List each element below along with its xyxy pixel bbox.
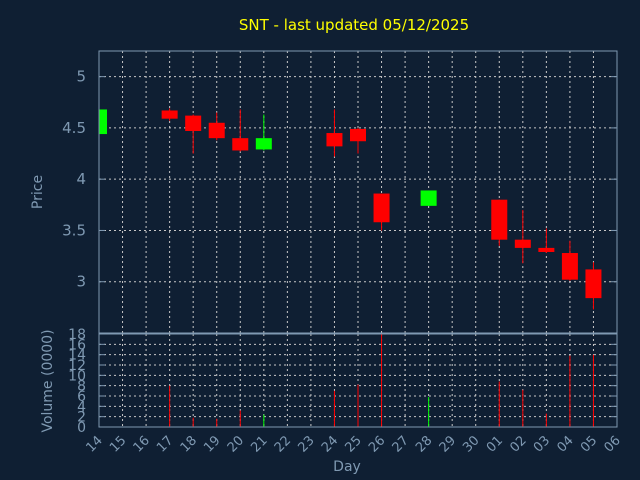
candle-body: [99, 109, 107, 135]
candle-20: [232, 109, 249, 152]
candle-body: [514, 239, 531, 248]
candle-body: [208, 122, 225, 139]
volume-tick-label: 2: [77, 410, 86, 426]
x-tick-label: 28: [413, 433, 435, 455]
x-tick-label: 17: [154, 433, 176, 455]
volume-frame: [98, 333, 618, 428]
candle-body: [585, 269, 602, 299]
candle-25: [350, 127, 366, 154]
candle-body: [561, 253, 578, 280]
volume-axis-label: Volume (0000): [40, 329, 56, 432]
volume-tick-label: 18: [68, 327, 86, 343]
volume-tick-label: 6: [77, 389, 86, 405]
x-tick-label: 24: [319, 433, 341, 455]
x-tick-label: 22: [272, 433, 294, 455]
candle-24: [326, 109, 343, 157]
candle-17: [161, 108, 178, 121]
volume-tick-label: 0: [77, 420, 86, 436]
price-tick-label: 3.5: [62, 221, 86, 239]
x-tick-label: 04: [554, 433, 576, 455]
price-axis-label: Price: [30, 175, 46, 209]
x-tick-label: 06: [602, 433, 624, 455]
candle-04: [561, 240, 578, 281]
x-tick-label: 25: [343, 433, 365, 455]
candle-body: [538, 247, 555, 252]
candle-28: [420, 190, 437, 206]
x-tick-label: 14: [84, 433, 106, 455]
x-tick-label: 26: [366, 433, 388, 455]
volume-tick-label: 12: [68, 358, 86, 374]
candle-21: [255, 114, 272, 151]
volume-tick-label: 14: [68, 348, 86, 364]
candle-01: [491, 199, 508, 246]
candle-19: [208, 112, 225, 141]
candle-body: [232, 138, 249, 151]
x-tick-label: 01: [484, 433, 506, 455]
x-axis-label: Day: [333, 459, 361, 475]
candle-03: [538, 228, 555, 254]
candle-14: [98, 109, 107, 136]
price-frame: [98, 50, 618, 334]
x-tick-label: 20: [225, 433, 247, 455]
price-tick-label: 5: [76, 68, 86, 86]
volume-tick-label: 8: [77, 379, 86, 395]
x-tick-label: 27: [390, 433, 412, 455]
volume-tick-label: 4: [77, 399, 86, 415]
candle-26: [373, 193, 390, 231]
candlesticks: [98, 108, 602, 310]
candle-05: [585, 262, 602, 310]
x-tick-label: 19: [201, 433, 223, 455]
candle-body: [420, 190, 437, 206]
x-tick-label: 30: [460, 433, 482, 455]
chart-title: SNT - last updated 05/12/2025: [239, 16, 469, 34]
x-tick-label: 15: [107, 433, 129, 455]
x-tick-label: 23: [295, 433, 317, 455]
candle-body: [350, 128, 366, 142]
volume-tick-label: 16: [68, 337, 86, 353]
price-tick-label: 4: [76, 170, 86, 188]
price-tick-label: 4.5: [62, 119, 86, 137]
x-tick-label: 02: [507, 433, 529, 455]
price-y-ticks: 3 3.5 4 4.5 5: [62, 68, 617, 291]
volume-tick-label: 10: [68, 368, 86, 384]
candle-02: [514, 209, 531, 264]
candle-body: [255, 138, 272, 150]
x-tick-label: 29: [437, 433, 459, 455]
volume-bars: [169, 334, 594, 427]
candle-body: [326, 133, 343, 147]
x-tick-label: 21: [248, 433, 270, 455]
price-grid: [98, 51, 618, 333]
x-tick-label: 05: [578, 433, 600, 455]
x-tick-label: 03: [531, 433, 553, 455]
candle-body: [161, 110, 178, 119]
candle-body: [373, 193, 390, 223]
candle-body: [185, 115, 202, 131]
x-tick-label: 18: [178, 433, 200, 455]
price-tick-label: 3: [76, 273, 86, 291]
candle-body: [491, 199, 508, 240]
candle-18: [185, 114, 202, 154]
price-panel: 3 3.5 4 4.5 5 Price: [30, 50, 618, 334]
x-tick-label: 16: [131, 433, 153, 455]
x-ticks: 14 15 16 17 18 19 20 21 22 23 24 25 26 27 28 29 30 01 02 03…: [84, 433, 624, 455]
